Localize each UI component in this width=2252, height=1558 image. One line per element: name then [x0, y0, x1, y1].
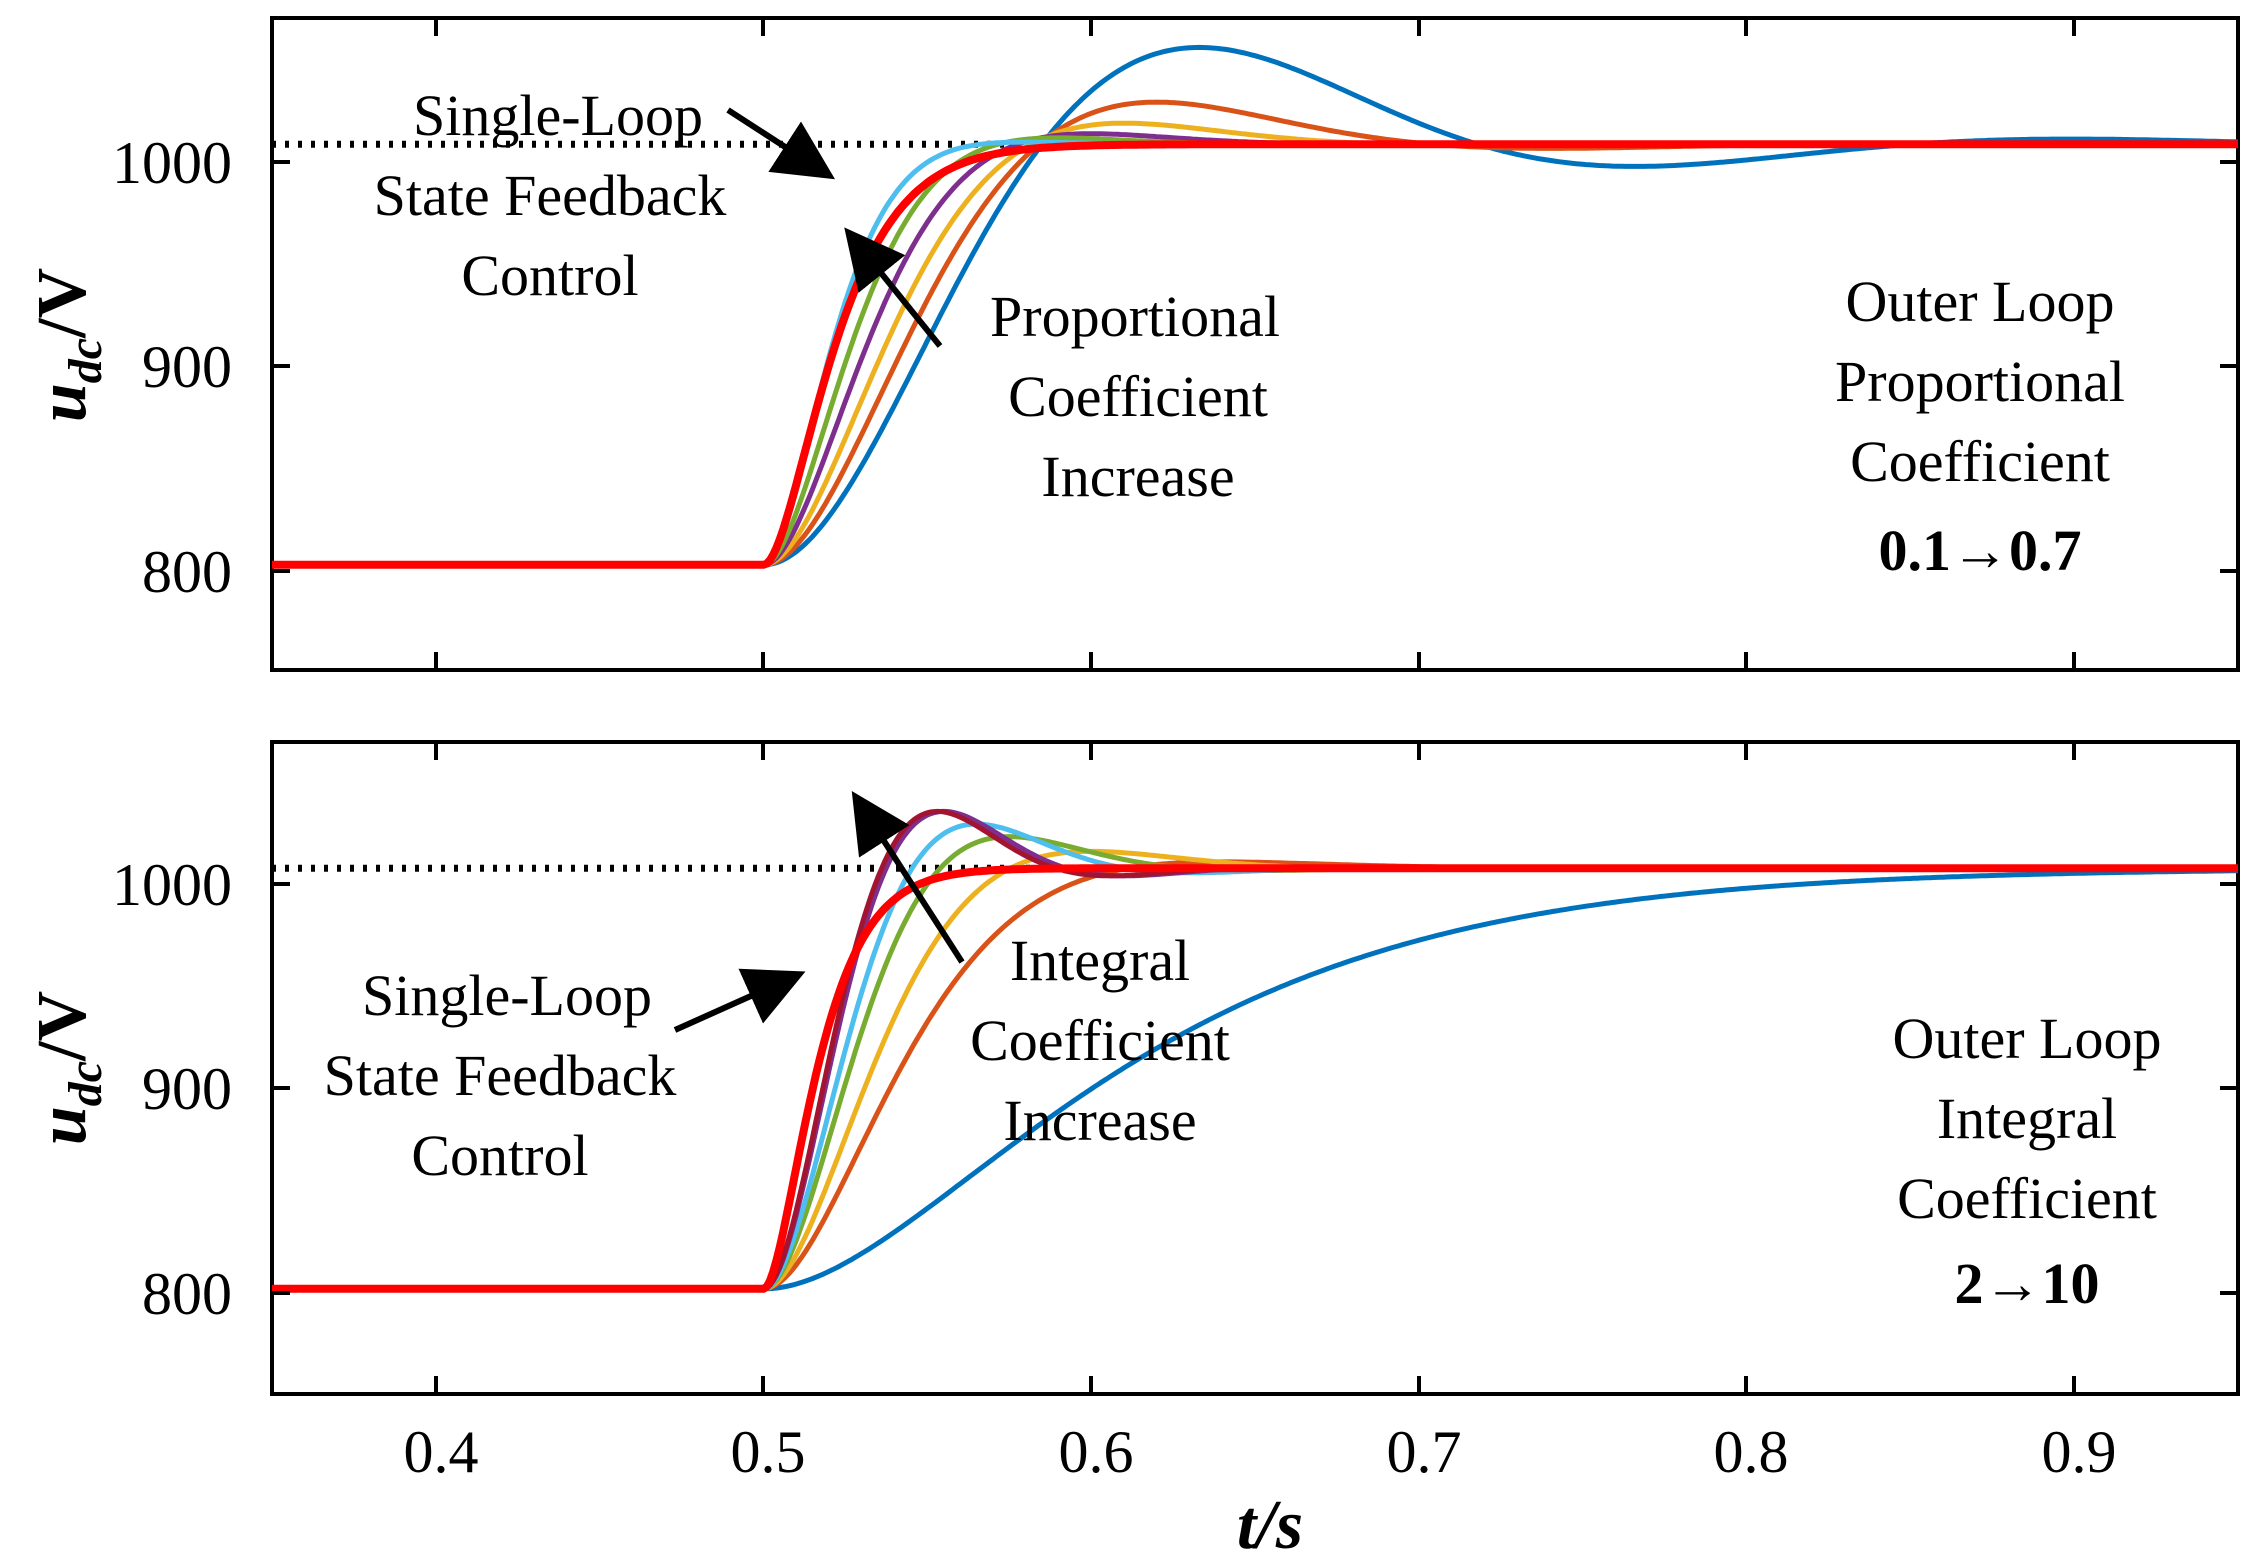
x-tick-label: 0.6 — [1059, 1419, 1134, 1485]
annotation-text: Proportional — [990, 284, 1280, 349]
annotation-text: Control — [461, 243, 638, 308]
bottom-y-tick-label: 900 — [142, 1056, 232, 1122]
bottom-y-axis-label: udc/V — [24, 991, 112, 1145]
top-y-axis-label: udc/V — [24, 268, 112, 422]
top-panel: 1000 900 800 udc/V Single-Loop State Fee… — [24, 16, 2240, 672]
top-y-axis: 1000 900 800 — [112, 130, 2238, 605]
top-y-tick-label: 1000 — [112, 130, 232, 196]
bottom-y-tick-label: 800 — [142, 1261, 232, 1327]
annotation-range: 0.1→0.7 — [1879, 518, 2082, 583]
top-plot-frame — [270, 16, 2240, 672]
annotation-text: Outer Loop — [1893, 1006, 2162, 1071]
x-tick-label: 0.4 — [404, 1419, 479, 1485]
annotation-text: Increase — [1041, 444, 1234, 509]
top-y-tick-label: 800 — [142, 539, 232, 605]
x-tick-label: 0.7 — [1387, 1419, 1462, 1485]
annotation-text: Integral — [1010, 928, 1190, 993]
bottom-annotation-param: Outer Loop Integral Coefficient 2→10 — [1893, 1006, 2162, 1316]
annotation-text: Coefficient — [970, 1008, 1230, 1073]
bottom-y-tick-label: 1000 — [112, 852, 232, 918]
top-y-tick-label: 900 — [142, 334, 232, 400]
top-x-axis-ticks — [434, 18, 2076, 670]
annotation-text: Single-Loop — [413, 83, 703, 148]
annotation-text: State Feedback — [324, 1043, 677, 1108]
annotation-text: Coefficient — [1850, 429, 2110, 494]
bottom-y-axis: 1000 900 800 — [112, 852, 2238, 1327]
trend-arrow — [844, 227, 943, 348]
single-loop-arrow — [726, 107, 836, 180]
single-loop-arrow — [673, 968, 806, 1033]
bottom-series-line-single-loop — [272, 864, 2238, 1293]
x-tick-label: 0.8 — [1714, 1419, 1789, 1485]
x-axis-label: t/s — [1237, 1487, 1303, 1558]
annotation-text: State Feedback — [374, 163, 727, 228]
annotation-text: Coefficient — [1008, 364, 1268, 429]
top-annotation-trend: Proportional Coefficient Increase — [844, 227, 1280, 509]
top-series-line-single-loop — [272, 140, 2238, 569]
annotation-text: Single-Loop — [362, 963, 652, 1028]
annotation-range: 2→10 — [1955, 1251, 2100, 1316]
annotation-text: Outer Loop — [1846, 269, 2115, 334]
bottom-annotation-single-loop: Single-Loop State Feedback Control — [324, 963, 806, 1188]
top-series-group — [272, 44, 2238, 569]
x-tick-label: 0.5 — [731, 1419, 806, 1485]
x-tick-label: 0.9 — [2042, 1419, 2117, 1485]
bottom-annotation-trend: Integral Coefficient Increase — [851, 790, 1230, 1153]
annotation-text: Control — [411, 1123, 588, 1188]
annotation-text: Coefficient — [1897, 1166, 2157, 1231]
bottom-series-group — [272, 808, 2238, 1293]
annotation-text: Increase — [1003, 1088, 1196, 1153]
top-annotation-param: Outer Loop Proportional Coefficient 0.1→… — [1835, 269, 2125, 583]
annotation-text: Integral — [1937, 1086, 2117, 1151]
bottom-x-axis: 0.4 0.5 0.6 0.7 0.8 0.9 t/s — [404, 742, 2117, 1558]
trend-arrow — [851, 790, 965, 964]
bottom-panel: 1000 900 800 0.4 0.5 0.6 0.7 0.8 0.9 t/s — [24, 740, 2240, 1558]
annotation-text: Proportional — [1835, 349, 2125, 414]
bottom-plot-frame — [270, 740, 2240, 1396]
top-annotation-single-loop: Single-Loop State Feedback Control — [374, 83, 836, 308]
